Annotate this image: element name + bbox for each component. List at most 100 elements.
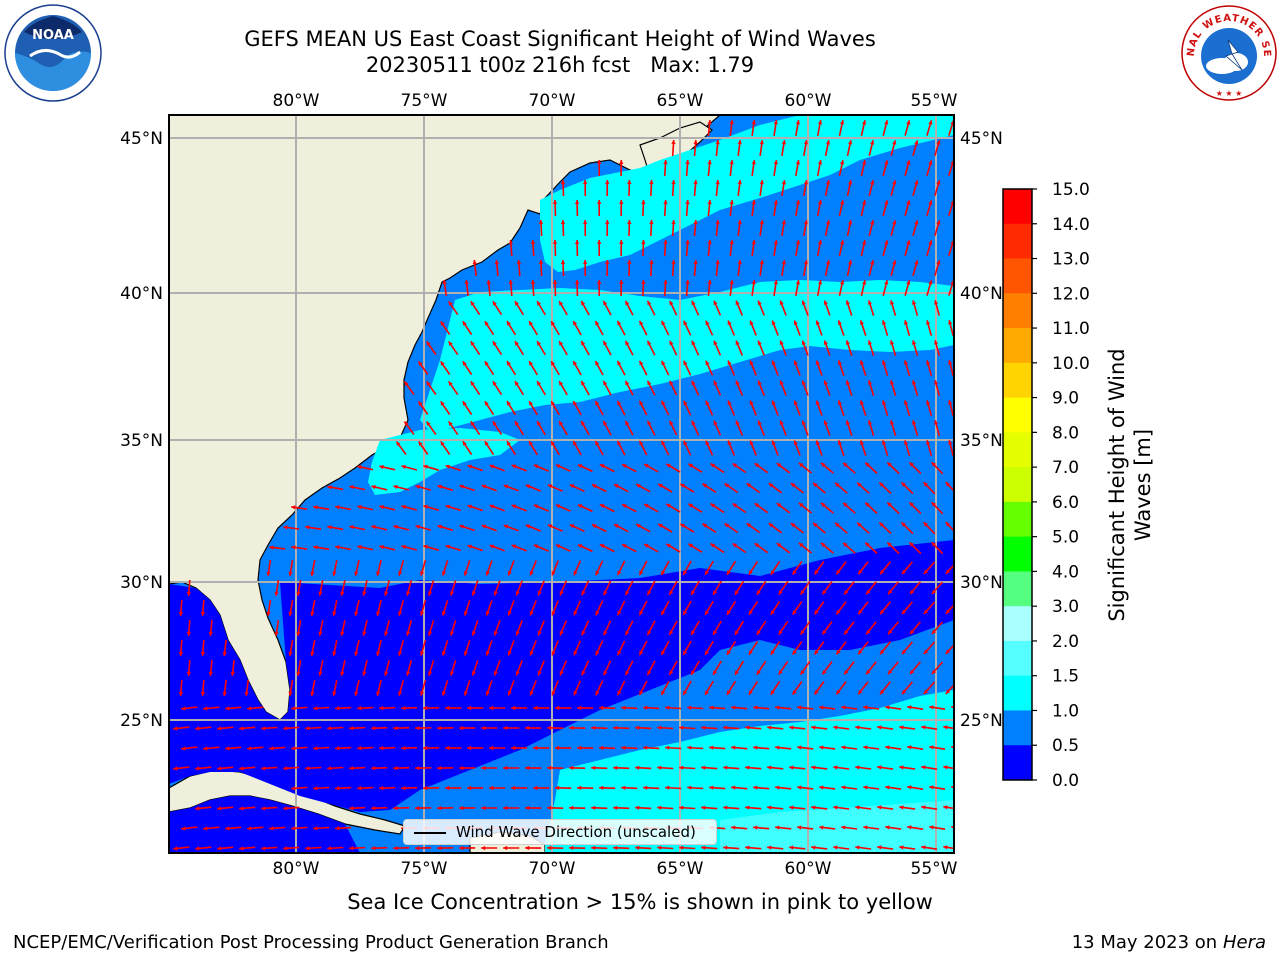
wave-arrow-head <box>841 705 846 710</box>
wave-arrow-head <box>489 504 495 509</box>
wave-arrow-head <box>707 280 712 285</box>
wave-arrow-head <box>362 591 367 596</box>
wave-arrow-head <box>815 440 820 445</box>
wave-arrow-head <box>639 650 644 656</box>
wave-arrow-head <box>732 463 738 468</box>
wave-arrow-head <box>680 483 685 488</box>
wave-arrow-head <box>870 260 875 265</box>
wave-arrow-head <box>813 522 818 528</box>
legend-label: Wind Wave Direction (unscaled) <box>456 823 696 841</box>
wave-arrow-head <box>313 746 318 751</box>
wave-arrow-head <box>701 765 706 770</box>
wave-arrow-head <box>835 522 840 527</box>
wave-arrow-head <box>811 845 816 850</box>
wave-arrow-head <box>727 610 731 615</box>
wave-arrow-head <box>515 631 520 636</box>
wave-arrow-head <box>735 670 739 675</box>
wave-arrow-head <box>746 483 752 488</box>
wave-arrow-head <box>437 845 442 851</box>
wave-arrow-head <box>595 570 600 576</box>
wave-arrow-head <box>657 725 662 730</box>
wave-arrow-head <box>485 691 490 696</box>
wave-arrow-head <box>573 361 578 366</box>
wave-arrow-shaft <box>957 260 962 275</box>
wave-arrow-head <box>560 260 566 264</box>
wave-arrow-head <box>296 631 301 636</box>
colorbar-tick-label: 15.0 <box>1052 180 1090 200</box>
wave-arrow-head <box>921 805 926 810</box>
wave-arrow-head <box>795 160 800 165</box>
wave-arrow-shaft <box>953 632 954 635</box>
wave-arrow-head <box>551 441 555 446</box>
wave-arrow-head <box>401 544 406 550</box>
wave-arrow-head <box>441 571 447 576</box>
wave-arrow-head <box>749 360 754 366</box>
wave-arrow-head <box>649 220 654 224</box>
svg-text:★ ★ ★: ★ ★ ★ <box>1216 89 1243 98</box>
wave-arrow-head <box>948 400 953 405</box>
wave-arrow-head <box>685 240 690 245</box>
wave-arrow-head <box>493 631 498 636</box>
wave-arrow-head <box>771 440 776 445</box>
wave-arrow-head <box>833 845 838 850</box>
wave-arrow-head <box>195 766 200 771</box>
wave-arrow-head <box>581 670 586 676</box>
wave-arrow-head <box>710 543 715 548</box>
wave-arrow-head <box>647 590 652 596</box>
wave-arrow-head <box>288 651 293 656</box>
wave-arrow-head <box>732 503 738 508</box>
wave-arrow-head <box>737 260 742 265</box>
wave-arrow-head <box>622 464 627 468</box>
wave-arrow-head <box>371 525 376 530</box>
wave-arrow-head <box>595 441 600 446</box>
wave-arrow-head <box>508 280 513 285</box>
wave-arrow-head <box>332 651 337 656</box>
colorbar-tick-label: 0.0 <box>1052 771 1079 791</box>
wave-arrow-head <box>578 504 583 509</box>
wave-arrow-head <box>745 765 750 770</box>
wave-arrow-head <box>899 845 904 850</box>
wave-arrow-head <box>683 320 688 326</box>
wave-arrow-head <box>625 590 630 596</box>
wave-arrow-head <box>671 260 676 265</box>
wave-arrow-head <box>936 180 941 185</box>
wave-arrow-head <box>792 570 797 575</box>
wave-arrow-head <box>643 705 648 710</box>
wave-arrow-head <box>357 545 362 550</box>
wave-arrow-head <box>713 670 717 675</box>
wave-arrow-head <box>569 524 575 529</box>
wave-arrow-head <box>732 543 738 548</box>
wave-arrow-head <box>283 726 288 731</box>
wave-arrow-head <box>507 571 512 576</box>
wave-arrow-head <box>269 826 274 831</box>
wave-arrow-head <box>724 483 729 488</box>
wave-arrow-head <box>462 441 467 446</box>
wave-arrow-head <box>515 421 519 426</box>
wave-arrow-head <box>934 300 939 305</box>
wave-arrow-head <box>591 845 596 850</box>
wave-arrow-head <box>393 846 398 851</box>
wave-arrow-head <box>845 420 850 425</box>
wave-arrow-head <box>798 503 804 508</box>
wave-arrow-head <box>537 630 542 636</box>
wave-arrow-head <box>776 503 782 508</box>
wave-arrow-head <box>649 260 654 264</box>
wave-arrow-head <box>599 785 604 790</box>
wave-arrow-head <box>899 765 904 770</box>
wave-arrow-head <box>926 440 931 445</box>
wave-arrow-head <box>481 725 486 731</box>
wave-arrow-head <box>778 630 783 635</box>
wave-arrow-head <box>437 524 442 529</box>
colorbar-bin <box>1003 606 1032 642</box>
wave-arrow-head <box>636 484 641 488</box>
wave-arrow-head <box>533 544 539 549</box>
wave-arrow-head <box>597 280 602 284</box>
wave-arrow-head <box>759 260 764 265</box>
wave-arrow-head <box>817 240 823 245</box>
wave-arrow-head <box>773 280 778 285</box>
wave-arrow-head <box>420 571 425 576</box>
wave-arrow-head <box>691 420 696 426</box>
wave-arrow-head <box>511 785 516 791</box>
wave-arrow-head <box>663 280 668 285</box>
wave-arrow-head <box>445 745 450 751</box>
